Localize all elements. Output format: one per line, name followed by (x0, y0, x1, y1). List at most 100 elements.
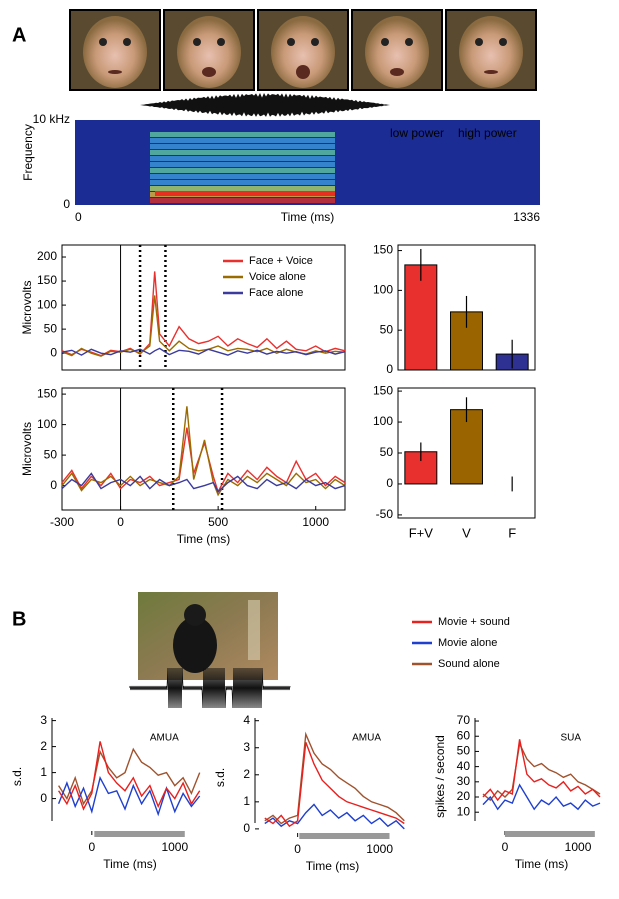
y-tick-label: 0 (50, 478, 57, 492)
spectrogram-band (150, 180, 335, 185)
x-tick-label: 500 (208, 515, 228, 529)
series-line (61, 347, 346, 356)
y-tick-label: 0 (386, 476, 393, 490)
y-axis-label: s.d. (213, 768, 227, 787)
spectrogram-band (150, 150, 335, 155)
x-tick-label: F+V (409, 525, 434, 540)
y-tick-label: 0 (63, 197, 70, 211)
x-tick-label: 0 (502, 840, 509, 854)
y-axis-label: Frequency (21, 124, 35, 181)
face (459, 16, 523, 88)
y-tick-label: 50 (380, 445, 394, 459)
y-tick-label: 150 (373, 383, 393, 397)
y-tick-label: 0 (50, 345, 57, 359)
mouth (296, 65, 310, 79)
legend-label: Face alone (249, 287, 303, 299)
legend-label: Sound alone (438, 658, 500, 670)
series-line (61, 472, 346, 493)
eye (99, 38, 107, 46)
y-tick-label: -50 (376, 507, 394, 521)
y-tick-label: 50 (44, 321, 58, 335)
panel-label: A (12, 24, 26, 46)
y-tick-label: 1 (243, 794, 250, 808)
plot-frame (61, 244, 346, 371)
x-tick-label: 1336 (513, 210, 540, 224)
y-tick-label: 150 (37, 273, 57, 287)
spectrogram-band (150, 138, 335, 143)
spectrogram-band (150, 144, 335, 149)
y-tick-label: 100 (373, 414, 393, 428)
spectrogram-band (150, 162, 335, 167)
series-line (264, 803, 405, 830)
series-line (61, 295, 346, 357)
y-tick-label: 70 (457, 713, 471, 727)
y-axis-label: s.d. (10, 767, 24, 786)
y-axis-label: spikes / second (433, 735, 447, 818)
y-axis-label: Microvolts (20, 422, 34, 476)
eye (405, 38, 413, 46)
series-line (482, 783, 601, 811)
spectrogram-band (150, 168, 335, 173)
legend-label: Movie alone (438, 637, 497, 649)
stimulus-image (138, 592, 278, 680)
y-tick-label: 100 (37, 297, 57, 311)
y-tick-label: 10 (457, 804, 471, 818)
x-tick-label: -300 (50, 515, 74, 529)
x-tick-label: 1000 (302, 515, 329, 529)
spectrogram-band (150, 174, 335, 179)
x-tick-label: F (508, 525, 516, 540)
power-label: high power (458, 126, 517, 140)
x-tick-label: 0 (294, 842, 301, 856)
eye (311, 38, 319, 46)
y-tick-label: 200 (37, 249, 57, 263)
y-tick-label: 50 (457, 744, 471, 758)
y-tick-label: 2 (243, 767, 250, 781)
face (365, 16, 429, 88)
series-line (61, 406, 346, 497)
eye (123, 38, 131, 46)
stimulus-bar (94, 831, 185, 837)
y-tick-label: 0 (386, 362, 393, 376)
x-tick-label: 1000 (366, 842, 393, 856)
legend-label: Voice alone (249, 271, 306, 283)
face (177, 16, 241, 88)
y-tick-label: 50 (44, 447, 58, 461)
y-tick-label: 10 kHz (33, 112, 70, 126)
eye (217, 38, 225, 46)
stimulus-bar (299, 833, 390, 839)
legend-label: Movie + sound (438, 616, 510, 628)
x-tick-label: 1000 (565, 840, 592, 854)
y-tick-label: 2 (40, 739, 47, 753)
series-line (57, 775, 201, 817)
y-tick-label: 3 (243, 740, 250, 754)
legend-label: Face + Voice (249, 255, 313, 267)
eye (475, 38, 483, 46)
series-line (264, 742, 405, 828)
y-tick-label: 100 (37, 417, 57, 431)
series-line (58, 747, 201, 806)
mouth (108, 70, 122, 74)
x-tick-label: V (462, 525, 471, 540)
y-tick-label: 60 (457, 728, 471, 742)
y-tick-label: 3 (40, 713, 47, 727)
mouth (202, 67, 216, 77)
spectrogram-band (150, 186, 335, 191)
x-axis-label: Time (ms) (103, 857, 157, 871)
eye (499, 38, 507, 46)
waveform (140, 93, 390, 117)
y-tick-label: 0 (40, 791, 47, 805)
face (271, 16, 335, 88)
eye (381, 38, 389, 46)
power-label: low power (390, 126, 444, 140)
y-tick-label: 1 (40, 765, 47, 779)
y-tick-label: 0 (243, 821, 250, 835)
y-tick-label: 50 (380, 322, 394, 336)
y-tick-label: 40 (457, 759, 471, 773)
y-axis-label: Microvolts (20, 280, 34, 334)
x-axis-label: Time (ms) (177, 532, 231, 546)
y-tick-label: 20 (457, 789, 471, 803)
waveform (129, 667, 291, 709)
spectrogram-band (150, 198, 335, 203)
x-axis-label: Time (ms) (515, 857, 569, 871)
